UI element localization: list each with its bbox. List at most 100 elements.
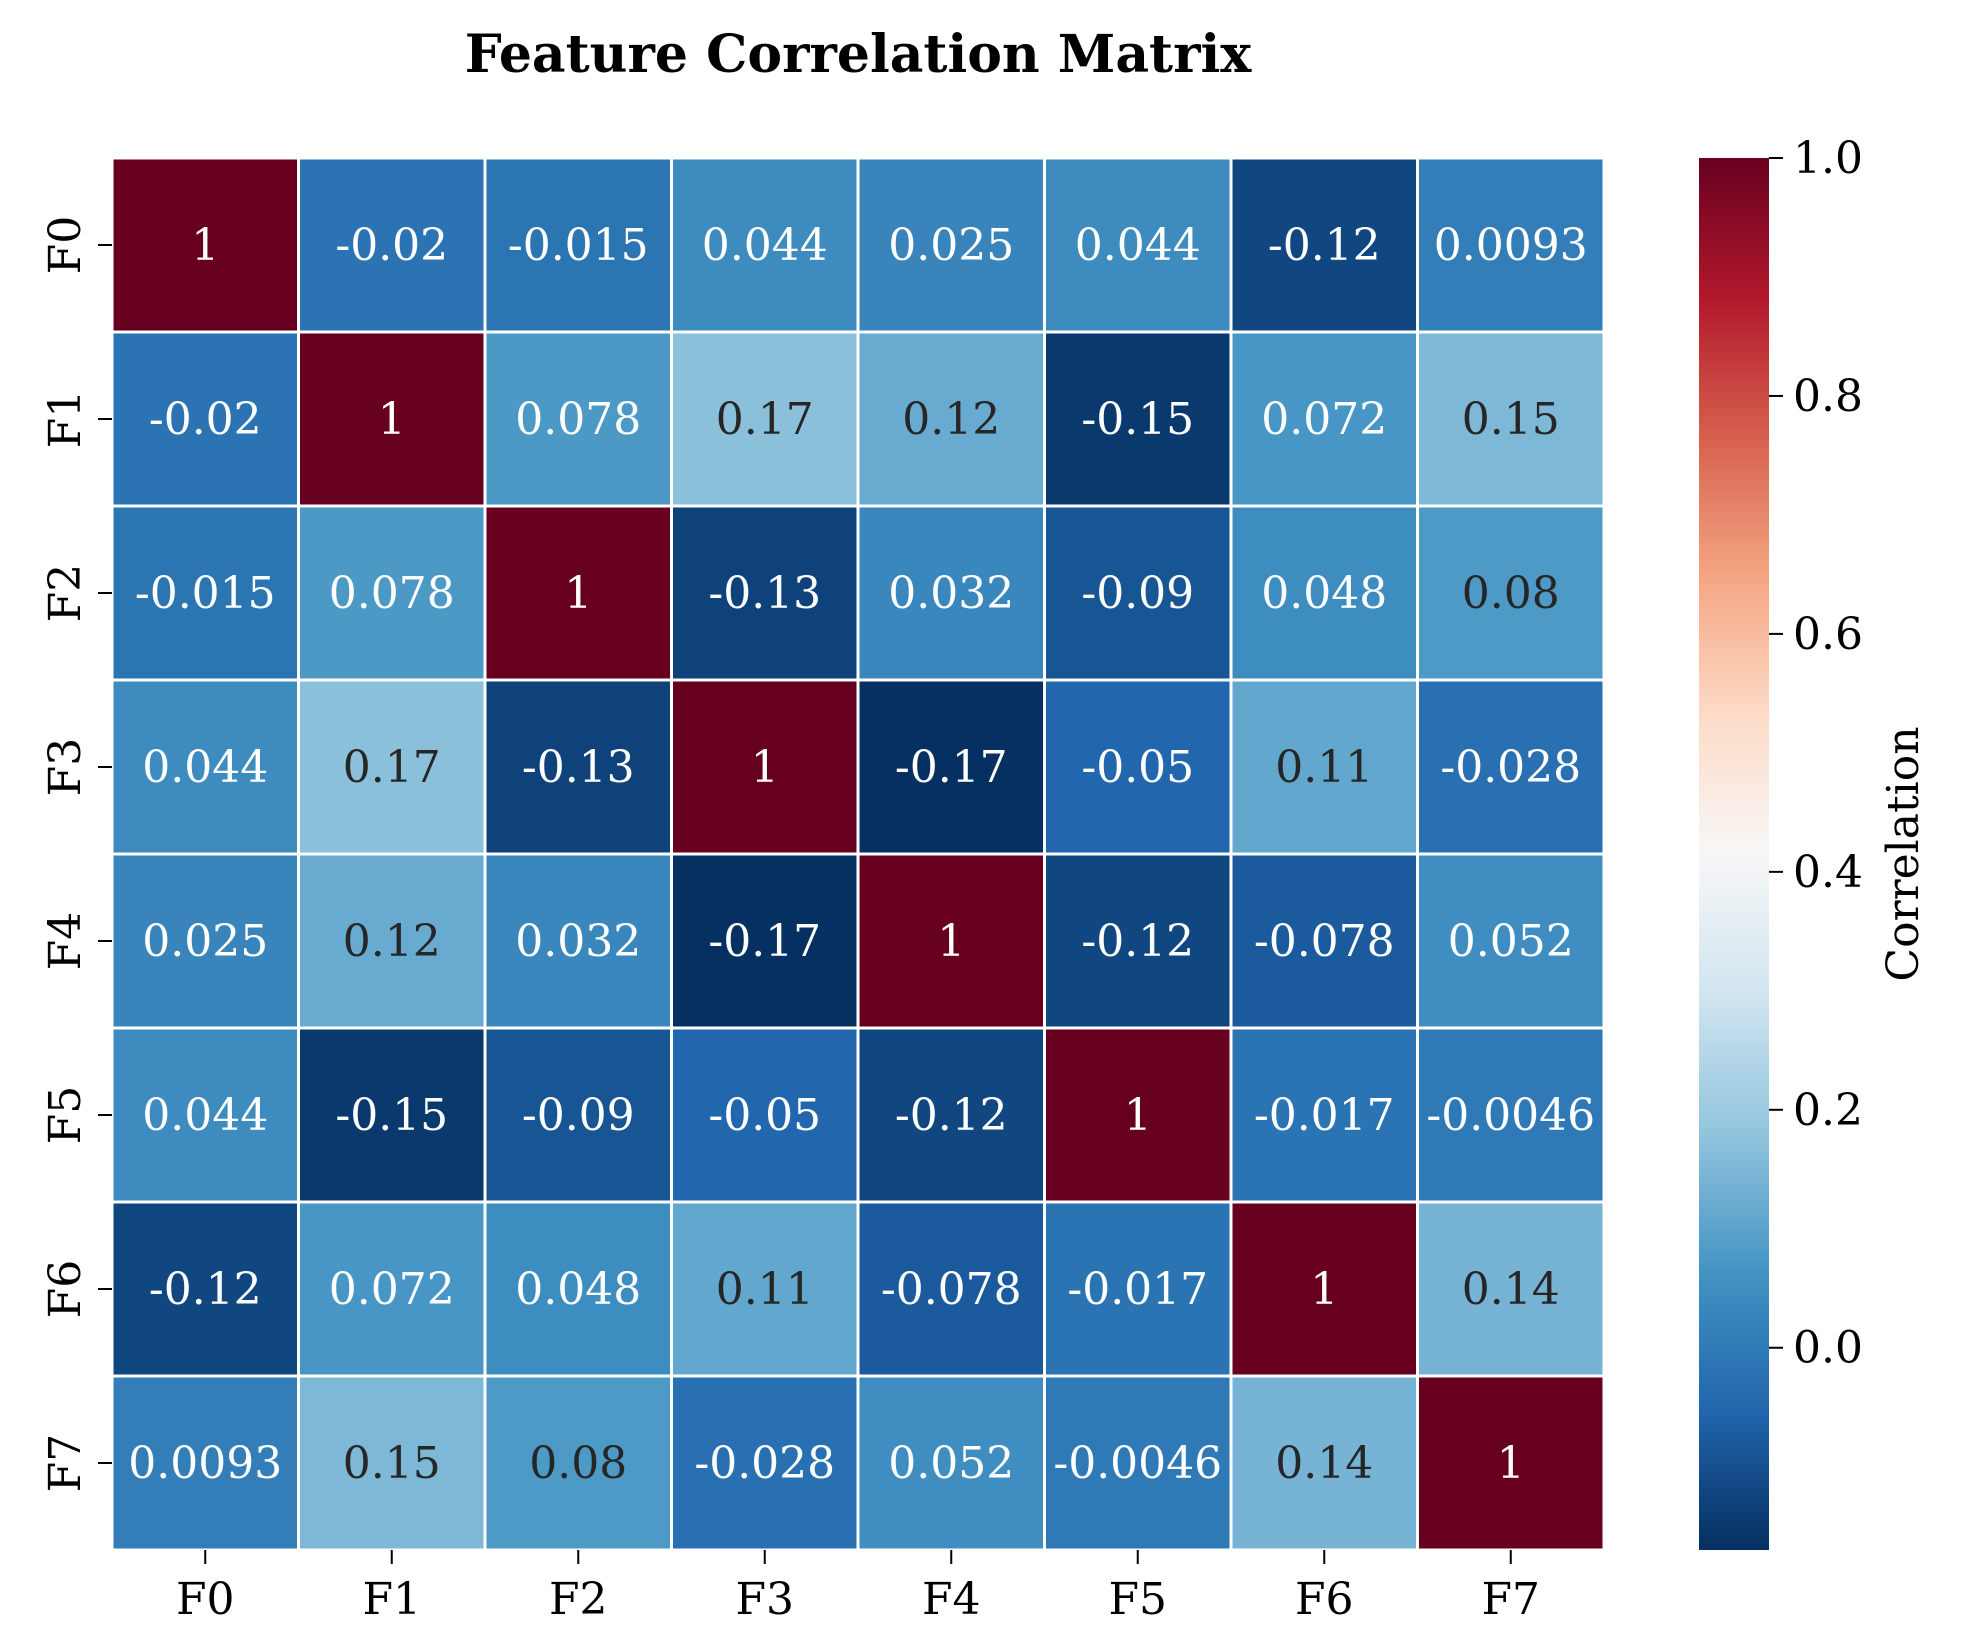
heatmap-cell <box>110 1200 300 1378</box>
cell-value-label: -0.12 <box>1268 220 1381 271</box>
heatmap-cell <box>1043 330 1233 508</box>
heatmap-cell <box>483 156 673 334</box>
cell-value-label: 1 <box>1124 1090 1152 1141</box>
cell-value-label: 0.072 <box>1261 394 1387 445</box>
heatmap-cell <box>1043 1026 1233 1204</box>
cell-value-label: -0.15 <box>1081 394 1194 445</box>
cell-value-label: -0.015 <box>508 220 649 271</box>
heatmap-cell <box>856 504 1046 682</box>
cell-value-label: 0.15 <box>1462 394 1560 445</box>
y-tick-label: F7 <box>40 1434 91 1493</box>
cell-value-label: -0.12 <box>895 1090 1008 1141</box>
colorbar-tick-label: 0.8 <box>1793 371 1863 422</box>
heatmap-cell <box>856 852 1046 1030</box>
cell-value-label: -0.028 <box>694 1438 835 1489</box>
cell-value-label: 1 <box>191 220 219 271</box>
y-tick-label: F5 <box>40 1086 91 1145</box>
heatmap-cell <box>297 1200 487 1378</box>
x-tick-label: F4 <box>922 1574 981 1625</box>
heatmap-cell <box>670 504 860 682</box>
cell-value-label: -0.015 <box>135 568 276 619</box>
cell-value-label: 0.032 <box>888 568 1014 619</box>
heatmap-cell <box>1229 678 1419 856</box>
heatmap-cell <box>1416 330 1606 508</box>
heatmap-cell <box>670 852 860 1030</box>
x-axis: F0 F1 F2 F3 F4 F5 F6 F7 <box>176 1550 1540 1625</box>
heatmap-cell <box>1416 156 1606 334</box>
y-axis: F0 F1 F2 F3 F4 F5 F6 F7 <box>40 216 112 1493</box>
cell-value-label: 1 <box>751 742 779 793</box>
cell-value-label: -0.017 <box>1254 1090 1395 1141</box>
colorbar-ticks: 0.0 0.2 0.4 0.6 0.8 1.0 <box>1769 133 1863 1374</box>
cell-value-label: -0.05 <box>708 1090 821 1141</box>
x-tick-label: F7 <box>1481 1574 1540 1625</box>
cell-value-label: 0.072 <box>329 1264 455 1315</box>
heatmap-cell <box>1416 1374 1606 1552</box>
heatmap-cell <box>297 156 487 334</box>
cell-value-label: -0.0046 <box>1426 1090 1595 1141</box>
heatmap-cell <box>1416 852 1606 1030</box>
heatmap-cell <box>483 1026 673 1204</box>
x-tick-label: F1 <box>362 1574 421 1625</box>
cell-value-label: 0.12 <box>343 916 441 967</box>
heatmap-cell <box>110 156 300 334</box>
cell-value-label: -0.12 <box>149 1264 262 1315</box>
y-tick-label: F1 <box>40 390 91 449</box>
cell-value-label: 0.12 <box>902 394 1000 445</box>
x-tick-label: F5 <box>1108 1574 1167 1625</box>
cell-value-label: 0.048 <box>1261 568 1387 619</box>
cell-value-label: 1 <box>1497 1438 1525 1489</box>
heatmap-cell <box>1229 504 1419 682</box>
cell-value-label: 0.14 <box>1462 1264 1560 1315</box>
cell-value-label: 0.078 <box>329 568 455 619</box>
heatmap-cells: 1 -0.02 -0.015 0.044 0.025 0.044 -0.12 0.0093 -0… <box>110 156 1606 1552</box>
heatmap-cell <box>1229 852 1419 1030</box>
heatmap-cell <box>483 1374 673 1552</box>
cell-value-label: -0.15 <box>335 1090 448 1141</box>
heatmap-cell <box>483 678 673 856</box>
cell-value-label: 0.14 <box>1275 1438 1373 1489</box>
y-tick-label: F0 <box>40 216 91 275</box>
colorbar-tick-label: 0.2 <box>1793 1085 1863 1136</box>
cell-value-label: 0.044 <box>1075 220 1201 271</box>
colorbar-gradient <box>1699 158 1769 1550</box>
cell-value-label: -0.017 <box>1067 1264 1208 1315</box>
y-tick-label: F6 <box>40 1260 91 1319</box>
heatmap-cell <box>483 504 673 682</box>
heatmap-cell <box>1229 1026 1419 1204</box>
cell-value-label: -0.078 <box>1254 916 1395 967</box>
cell-value-label: -0.09 <box>522 1090 635 1141</box>
y-tick-label: F3 <box>40 738 91 797</box>
cell-value-label: -0.078 <box>881 1264 1022 1315</box>
cell-value-label: -0.02 <box>149 394 262 445</box>
heatmap-cell <box>297 330 487 508</box>
cell-value-label: 0.078 <box>515 394 641 445</box>
y-tick-label: F4 <box>40 912 91 971</box>
cell-value-label: 0.044 <box>702 220 828 271</box>
cell-value-label: 0.0093 <box>1434 220 1588 271</box>
cell-value-label: 1 <box>937 916 965 967</box>
cell-value-label: 0.025 <box>888 220 1014 271</box>
cell-value-label: 1 <box>564 568 592 619</box>
colorbar-label: Correlation <box>1878 726 1929 981</box>
heatmap-cell <box>856 1374 1046 1552</box>
heatmap-cell <box>856 1200 1046 1378</box>
x-tick-label: F0 <box>176 1574 235 1625</box>
cell-value-label: 0.17 <box>716 394 814 445</box>
heatmap-cell <box>670 678 860 856</box>
cell-value-label: 0.17 <box>343 742 441 793</box>
colorbar-tick-label: 0.6 <box>1793 609 1863 660</box>
cell-value-label: -0.05 <box>1081 742 1194 793</box>
heatmap-cell <box>1043 156 1233 334</box>
heatmap-cell <box>1043 1200 1233 1378</box>
cell-value-label: 0.0093 <box>128 1438 282 1489</box>
cell-value-label: -0.09 <box>1081 568 1194 619</box>
cell-value-label: -0.02 <box>335 220 448 271</box>
cell-value-label: 0.052 <box>1448 916 1574 967</box>
heatmap-cell <box>1416 504 1606 682</box>
cell-value-label: -0.12 <box>1081 916 1194 967</box>
heatmap-cell <box>856 1026 1046 1204</box>
cell-value-label: 0.044 <box>142 1090 268 1141</box>
heatmap-cell <box>1229 1200 1419 1378</box>
